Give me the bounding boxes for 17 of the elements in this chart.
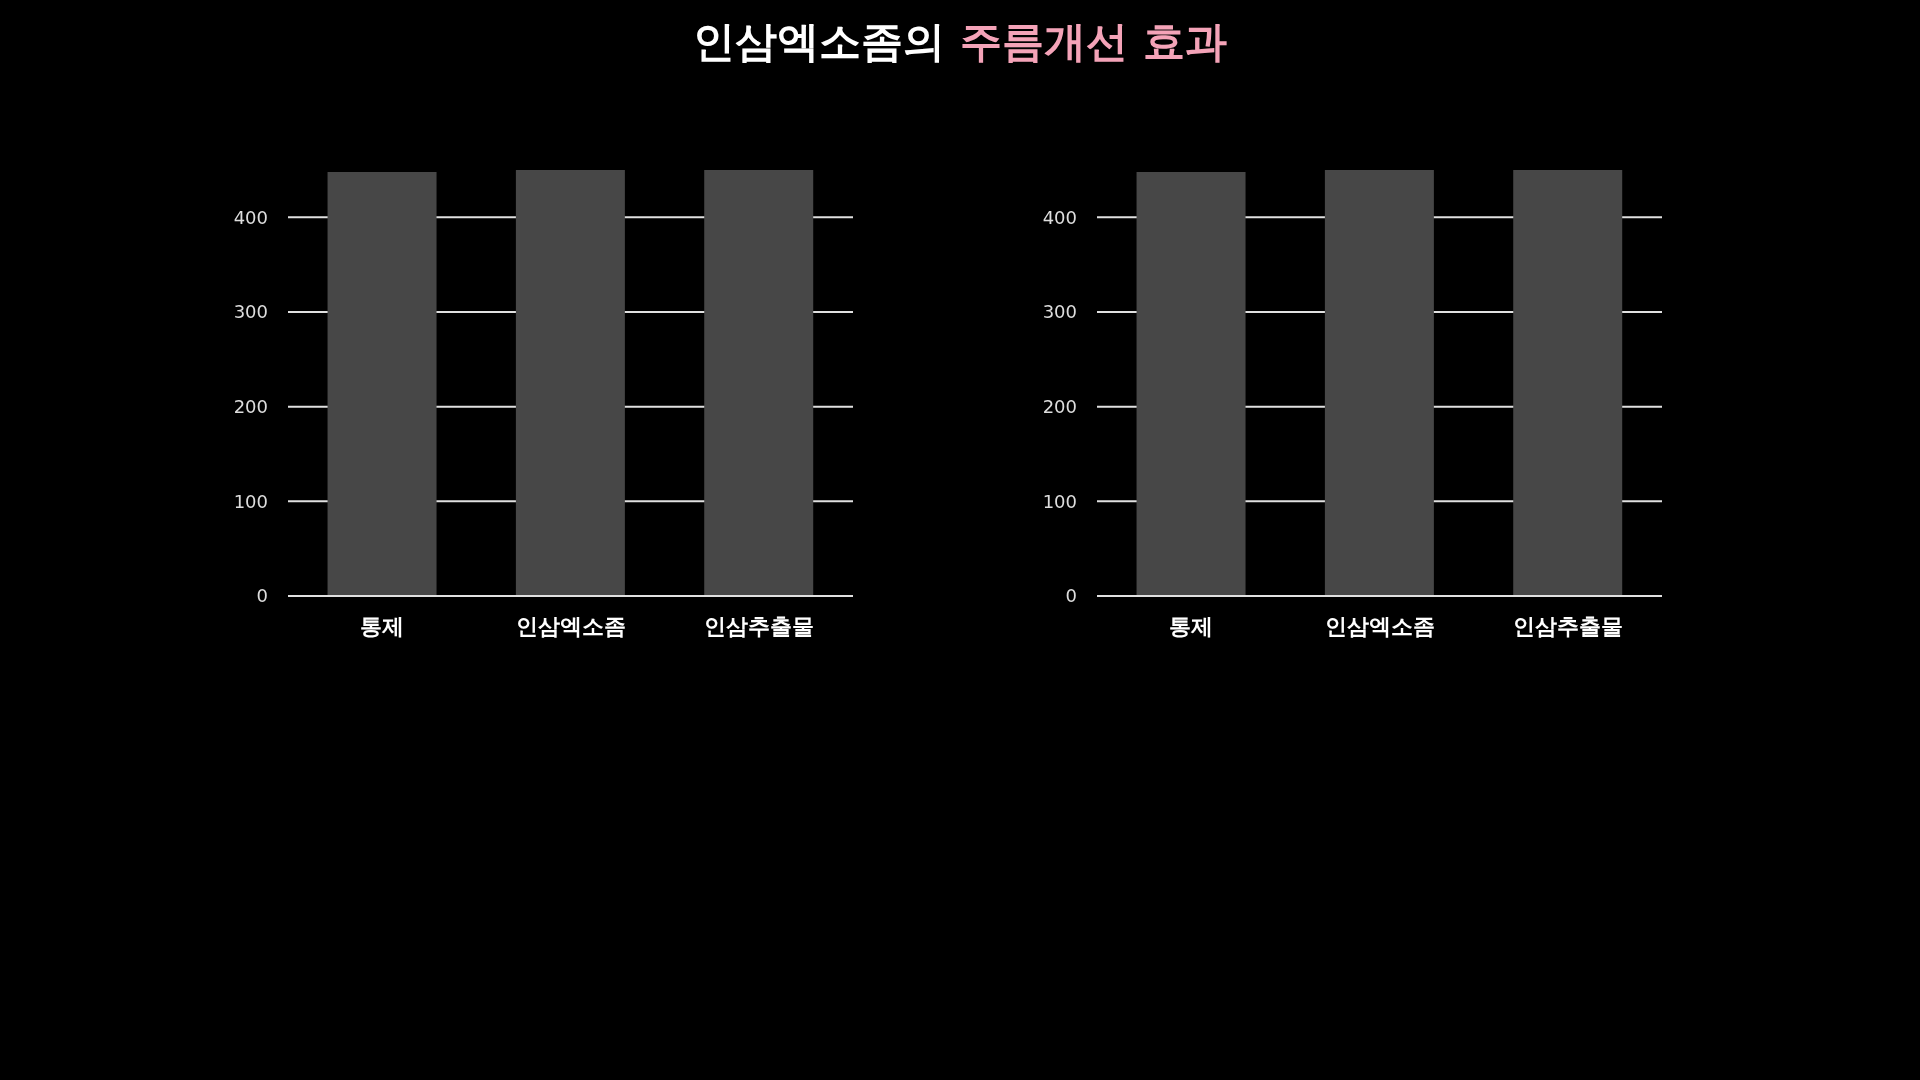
x-tick-label: 인삼추출물 bbox=[703, 613, 814, 639]
y-tick-label: 300 bbox=[233, 301, 268, 323]
y-tick-label: 0 bbox=[256, 585, 268, 607]
x-tick-label: 통제 bbox=[360, 613, 405, 639]
x-tick-label: 인삼엑소좀 bbox=[1324, 613, 1435, 639]
y-tick-label: 300 bbox=[1042, 301, 1077, 323]
y-tick-label: 200 bbox=[1042, 396, 1077, 418]
x-tick-label: 인삼엑소좀 bbox=[515, 613, 626, 639]
y-tick-label: 100 bbox=[1042, 490, 1077, 512]
x-tick-label: 인삼추출물 bbox=[1512, 613, 1623, 639]
text: 인삼엑소좀의 주름개선 효과 bbox=[692, 16, 1228, 68]
y-tick-label: 100 bbox=[233, 490, 268, 512]
y-tick-label: 400 bbox=[233, 206, 268, 228]
x-tick-label: 통제 bbox=[1169, 613, 1214, 639]
y-tick-label: 400 bbox=[1042, 206, 1077, 228]
y-tick-label: 200 bbox=[233, 396, 268, 418]
y-tick-label: 0 bbox=[1065, 585, 1077, 607]
